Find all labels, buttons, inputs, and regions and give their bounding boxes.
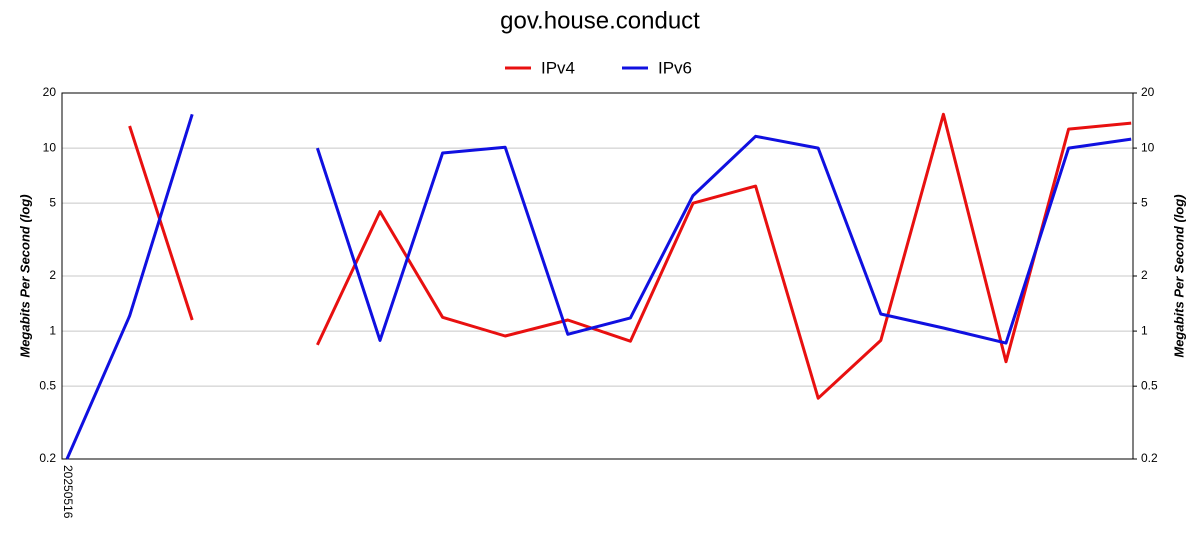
- y2-tick-label: 0.2: [1141, 451, 1158, 465]
- y2-tick-label: 1: [1141, 323, 1148, 337]
- y2-tick-label: 2: [1141, 268, 1148, 282]
- y2-axis-label: Megabits Per Second (log): [1171, 194, 1186, 357]
- series-line: [65, 113, 1132, 460]
- y2-tick-label: 10: [1141, 140, 1155, 154]
- plot-area: [61, 92, 1134, 460]
- chart-title: gov.house.conduct: [500, 7, 700, 34]
- series-line: [128, 112, 1132, 400]
- y2-tick-label: 0.5: [1141, 378, 1158, 392]
- legend-label: IPv6: [658, 58, 692, 77]
- y-tick-label: 20: [43, 85, 57, 99]
- x-tick-label: 20250516: [61, 465, 75, 519]
- y-tick-label: 1: [49, 323, 56, 337]
- y2-tick-label: 20: [1141, 85, 1155, 99]
- y-tick-label: 2: [49, 268, 56, 282]
- y2-tick-label: 5: [1141, 195, 1148, 209]
- y-tick-label: 0.5: [39, 378, 56, 392]
- y-tick-label: 0.2: [39, 451, 56, 465]
- y-axis-label: Megabits Per Second (log): [17, 194, 32, 357]
- y-tick-label: 5: [49, 195, 56, 209]
- legend-label: IPv4: [541, 58, 575, 77]
- y-tick-label: 10: [43, 140, 57, 154]
